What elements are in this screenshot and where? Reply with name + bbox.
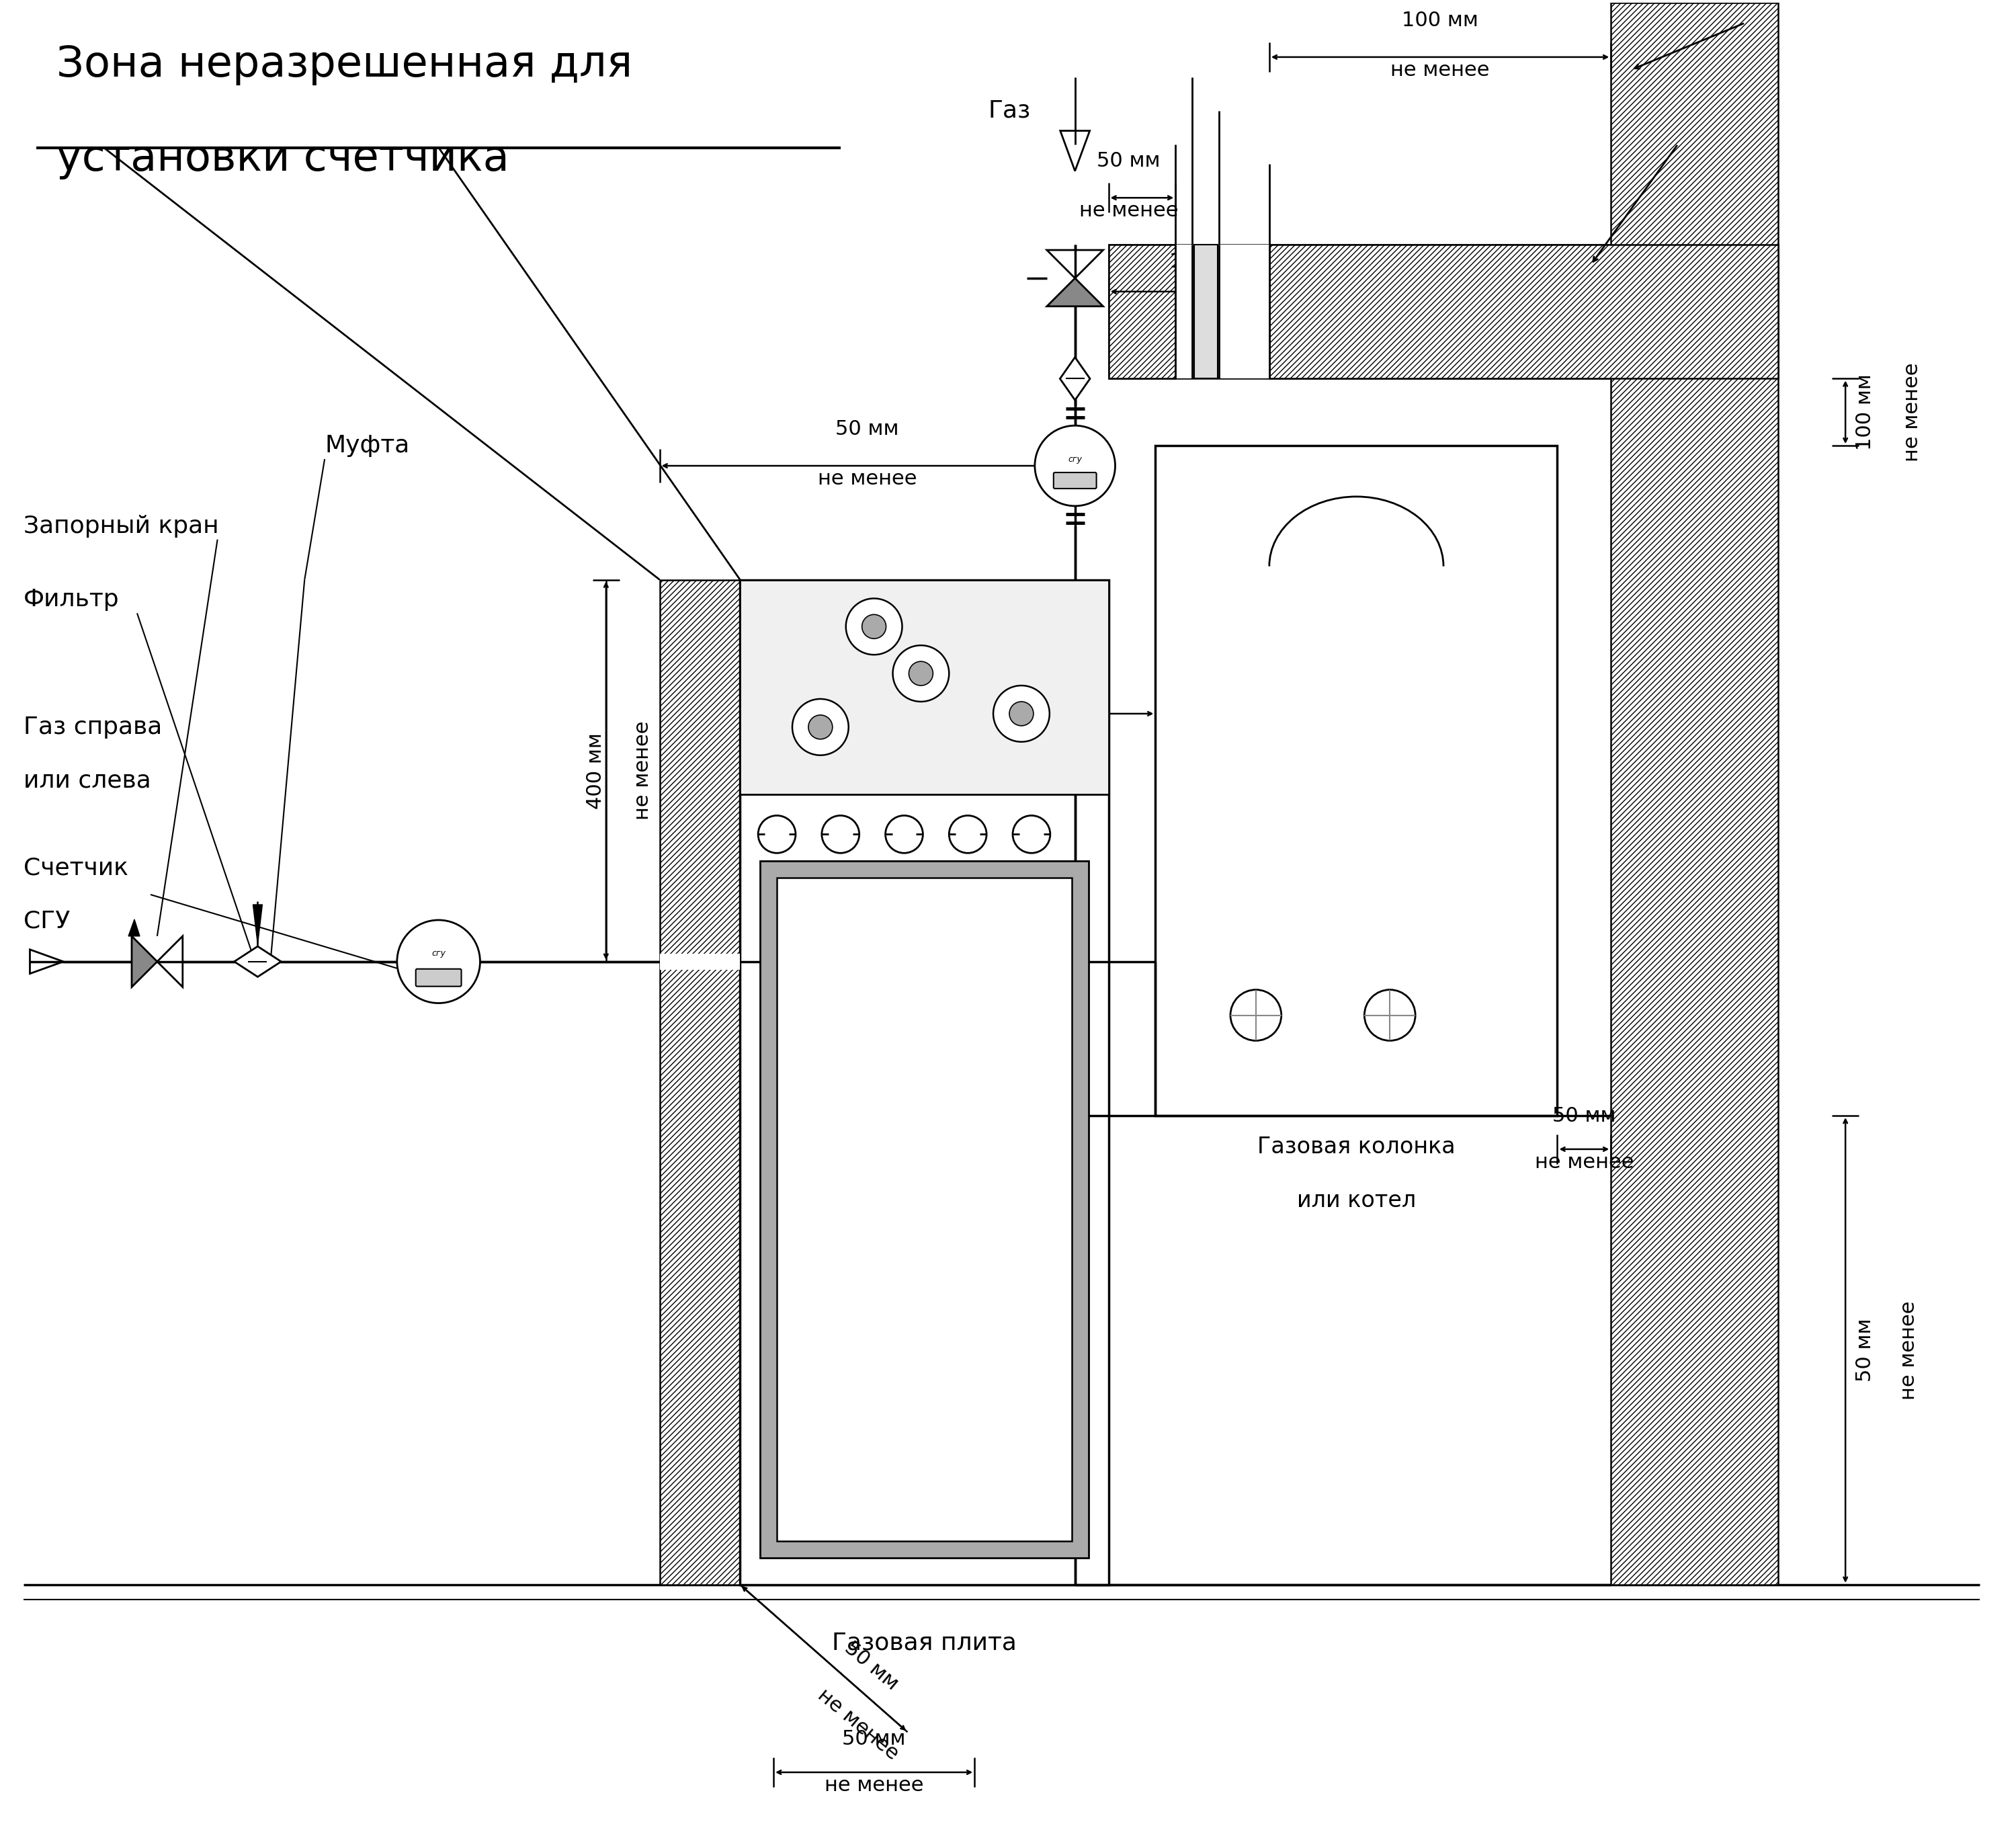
Text: Газ: Газ: [988, 98, 1030, 122]
Text: Газовая плита: Газовая плита: [833, 1631, 1016, 1654]
Text: сгу: сгу: [1068, 456, 1083, 463]
Bar: [1109, 244, 1778, 379]
Text: не менее: не менее: [1899, 1301, 1919, 1399]
Circle shape: [893, 645, 950, 701]
Text: Зона неразрешенная для: Зона неразрешенная для: [56, 44, 633, 86]
Circle shape: [1365, 989, 1415, 1040]
Bar: [659, 953, 740, 969]
Text: не менее: не менее: [1391, 60, 1490, 80]
Circle shape: [792, 700, 849, 756]
Text: не менее: не менее: [814, 1685, 903, 1764]
Circle shape: [397, 920, 480, 1004]
Polygon shape: [252, 906, 262, 944]
Text: не менее: не менее: [825, 1776, 923, 1795]
Bar: [776, 878, 1073, 1541]
Text: Муфта: Муфта: [325, 434, 409, 457]
Text: или слева: или слева: [24, 769, 151, 793]
Text: Фильтр: Фильтр: [24, 589, 119, 610]
Text: 100 мм: 100 мм: [1401, 11, 1478, 31]
Text: 50 мм: 50 мм: [835, 419, 899, 439]
Circle shape: [1230, 989, 1282, 1040]
Circle shape: [758, 816, 796, 853]
Bar: [1109, 244, 1175, 379]
Polygon shape: [234, 946, 280, 977]
Circle shape: [994, 685, 1050, 742]
Text: 50 мм: 50 мм: [841, 1638, 901, 1694]
Text: 50 мм: 50 мм: [1552, 1106, 1617, 1126]
Text: установки счетчика: установки счетчика: [56, 137, 510, 179]
Bar: [659, 579, 740, 1585]
Polygon shape: [1046, 279, 1103, 306]
Text: не менее: не менее: [1903, 363, 1921, 461]
Text: 100 мм: 100 мм: [1855, 374, 1875, 450]
Circle shape: [909, 661, 933, 685]
Bar: [740, 579, 1109, 1585]
Circle shape: [1034, 426, 1115, 507]
Text: Газовая колонка: Газовая колонка: [1258, 1135, 1456, 1159]
Text: 400 мм: 400 мм: [587, 732, 605, 809]
Text: 50 мм: 50 мм: [1855, 1319, 1875, 1381]
Circle shape: [885, 816, 923, 853]
FancyBboxPatch shape: [415, 969, 462, 986]
Polygon shape: [1060, 357, 1091, 401]
Text: не менее: не менее: [633, 722, 653, 820]
Text: сгу: сгу: [431, 949, 446, 958]
Text: 100: 100: [927, 674, 968, 694]
Circle shape: [847, 598, 901, 654]
Polygon shape: [129, 920, 139, 937]
Text: не менее: не менее: [818, 468, 917, 488]
Bar: [1193, 244, 1218, 379]
Text: Запорный кран: Запорный кран: [24, 514, 218, 537]
Bar: [1611, 4, 1778, 1585]
Text: 100: 100: [1169, 251, 1208, 271]
Circle shape: [808, 714, 833, 740]
Bar: [760, 862, 1089, 1558]
Circle shape: [950, 816, 986, 853]
Bar: [1155, 446, 1556, 1115]
Text: не менее: не менее: [1079, 200, 1177, 220]
Polygon shape: [131, 937, 157, 988]
Circle shape: [823, 816, 859, 853]
FancyBboxPatch shape: [1054, 472, 1097, 488]
Bar: [740, 579, 1109, 794]
Circle shape: [1012, 816, 1050, 853]
Bar: [1175, 244, 1270, 379]
Text: Счетчик: Счетчик: [24, 856, 127, 880]
Text: Газ справа: Газ справа: [24, 716, 161, 738]
Text: не менее: не менее: [1534, 1153, 1633, 1172]
Circle shape: [863, 614, 887, 640]
Bar: [1270, 244, 1778, 379]
Text: СГУ: СГУ: [24, 909, 71, 933]
Text: или котел: или котел: [1296, 1190, 1415, 1212]
Text: 50 мм: 50 мм: [843, 1729, 905, 1749]
Circle shape: [1010, 701, 1034, 725]
Text: 50 мм: 50 мм: [1097, 151, 1161, 171]
